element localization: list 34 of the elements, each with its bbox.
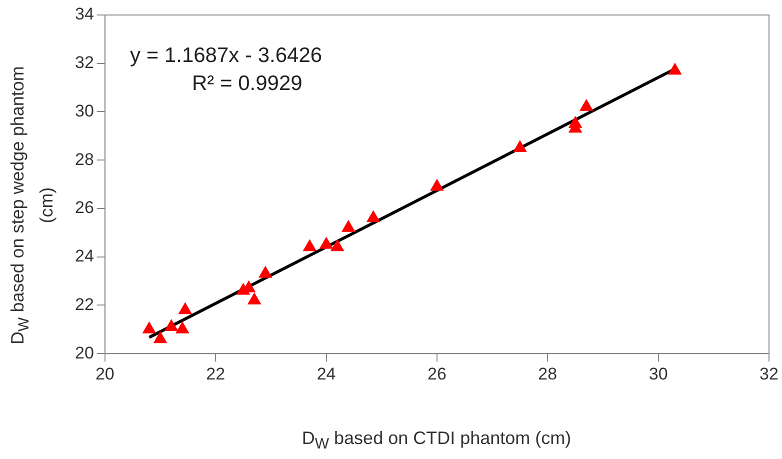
annotation: y = 1.1687x - 3.6426 xyxy=(130,43,322,69)
point xyxy=(513,140,527,152)
y-tick-label: 26 xyxy=(74,198,94,218)
point xyxy=(153,331,168,344)
point xyxy=(319,236,334,249)
point xyxy=(341,220,356,232)
point xyxy=(668,62,682,75)
point xyxy=(579,98,594,111)
annotation: R² = 0.9929 xyxy=(191,71,304,97)
point xyxy=(175,321,190,334)
x-tick-label: 22 xyxy=(206,364,226,384)
y-tick-label: 34 xyxy=(74,4,94,24)
y-tick-label: 24 xyxy=(74,246,94,266)
point xyxy=(366,210,380,222)
x-tick-label: 28 xyxy=(538,364,558,384)
x-tick-label: 26 xyxy=(427,364,446,384)
point xyxy=(247,292,262,304)
y-tick-label: 32 xyxy=(74,53,94,72)
point xyxy=(258,266,272,278)
x-axis-title: D$_{W}$ based on CTDI phantom (cm) xyxy=(300,428,572,453)
point xyxy=(142,321,156,334)
point xyxy=(178,302,192,314)
point xyxy=(430,178,444,191)
point xyxy=(164,318,178,331)
y-tick-label: 20 xyxy=(74,343,94,362)
x-tick-label: 24 xyxy=(316,364,336,384)
y-tick-label: 30 xyxy=(74,101,94,120)
y-tick-label: 22 xyxy=(74,294,94,314)
x-tick-label: 32 xyxy=(760,364,778,384)
point xyxy=(302,239,317,252)
x-tick-label: 30 xyxy=(648,364,668,384)
point xyxy=(330,239,344,252)
y-tick-label: 28 xyxy=(74,150,94,169)
x-tick-label: 20 xyxy=(95,364,114,384)
